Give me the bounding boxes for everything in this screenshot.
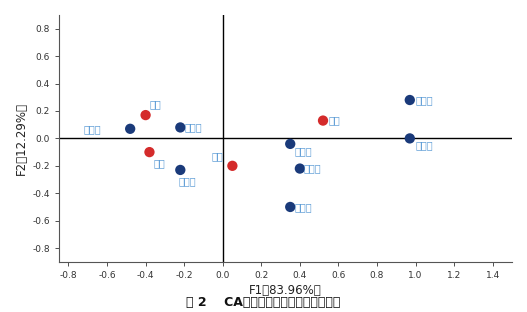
Point bbox=[126, 126, 134, 131]
Text: 三牧: 三牧 bbox=[329, 115, 340, 125]
Text: 一牧: 一牧 bbox=[150, 99, 161, 109]
Text: 二牧: 二牧 bbox=[153, 158, 165, 168]
Point bbox=[286, 204, 295, 209]
Point bbox=[145, 150, 154, 155]
X-axis label: F1（83.96%）: F1（83.96%） bbox=[249, 284, 322, 297]
Text: 奶油味: 奶油味 bbox=[84, 124, 102, 134]
Point bbox=[406, 136, 414, 141]
Text: 奶膻味: 奶膻味 bbox=[294, 146, 311, 156]
Point bbox=[286, 141, 295, 146]
Point bbox=[141, 113, 150, 118]
Point bbox=[296, 166, 304, 171]
Point bbox=[176, 168, 184, 173]
Text: 蒸煮味: 蒸煮味 bbox=[304, 163, 321, 173]
Text: 金属味: 金属味 bbox=[416, 95, 433, 105]
Text: 氧化味: 氧化味 bbox=[294, 202, 311, 212]
Point bbox=[319, 118, 327, 123]
Text: 香甜味: 香甜味 bbox=[178, 176, 196, 186]
Text: 奶香味: 奶香味 bbox=[184, 122, 202, 132]
Point bbox=[406, 98, 414, 103]
Text: 塑料味: 塑料味 bbox=[416, 140, 433, 150]
Point bbox=[228, 163, 237, 168]
Y-axis label: F2（12.29%）: F2（12.29%） bbox=[15, 102, 28, 175]
Point bbox=[176, 125, 184, 130]
Text: 图 2    CA中样品与感官属性对称关联图: 图 2 CA中样品与感官属性对称关联图 bbox=[187, 296, 340, 309]
Text: 四牧: 四牧 bbox=[211, 151, 223, 161]
